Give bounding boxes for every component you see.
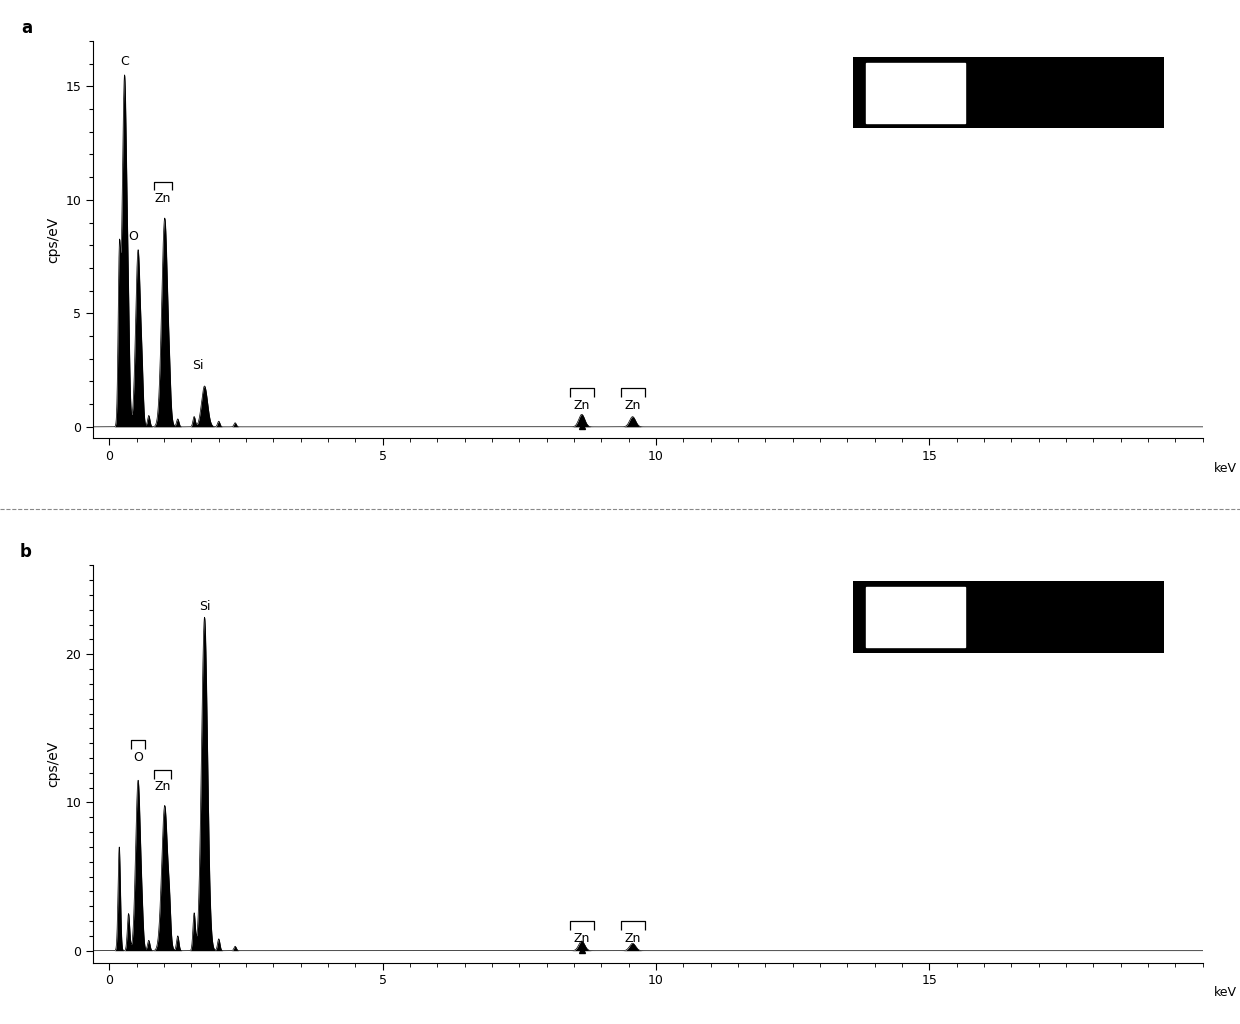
Y-axis label: cps/eV: cps/eV [46, 216, 60, 263]
Text: Zn: Zn [155, 193, 171, 205]
Text: Zn: Zn [625, 932, 641, 944]
Text: C: C [120, 55, 129, 69]
Text: Zn: Zn [574, 398, 590, 412]
Text: Zn: Zn [625, 398, 641, 412]
Text: b: b [20, 544, 32, 561]
Text: Si: Si [192, 359, 203, 373]
Text: O: O [128, 230, 138, 243]
Text: a: a [21, 19, 32, 37]
Text: keV: keV [1214, 986, 1236, 999]
Text: Zn: Zn [574, 932, 590, 944]
Y-axis label: cps/eV: cps/eV [46, 740, 60, 787]
Text: Si: Si [198, 600, 211, 612]
Text: keV: keV [1214, 462, 1236, 475]
Text: O: O [133, 751, 143, 764]
Text: Zn: Zn [154, 780, 171, 794]
